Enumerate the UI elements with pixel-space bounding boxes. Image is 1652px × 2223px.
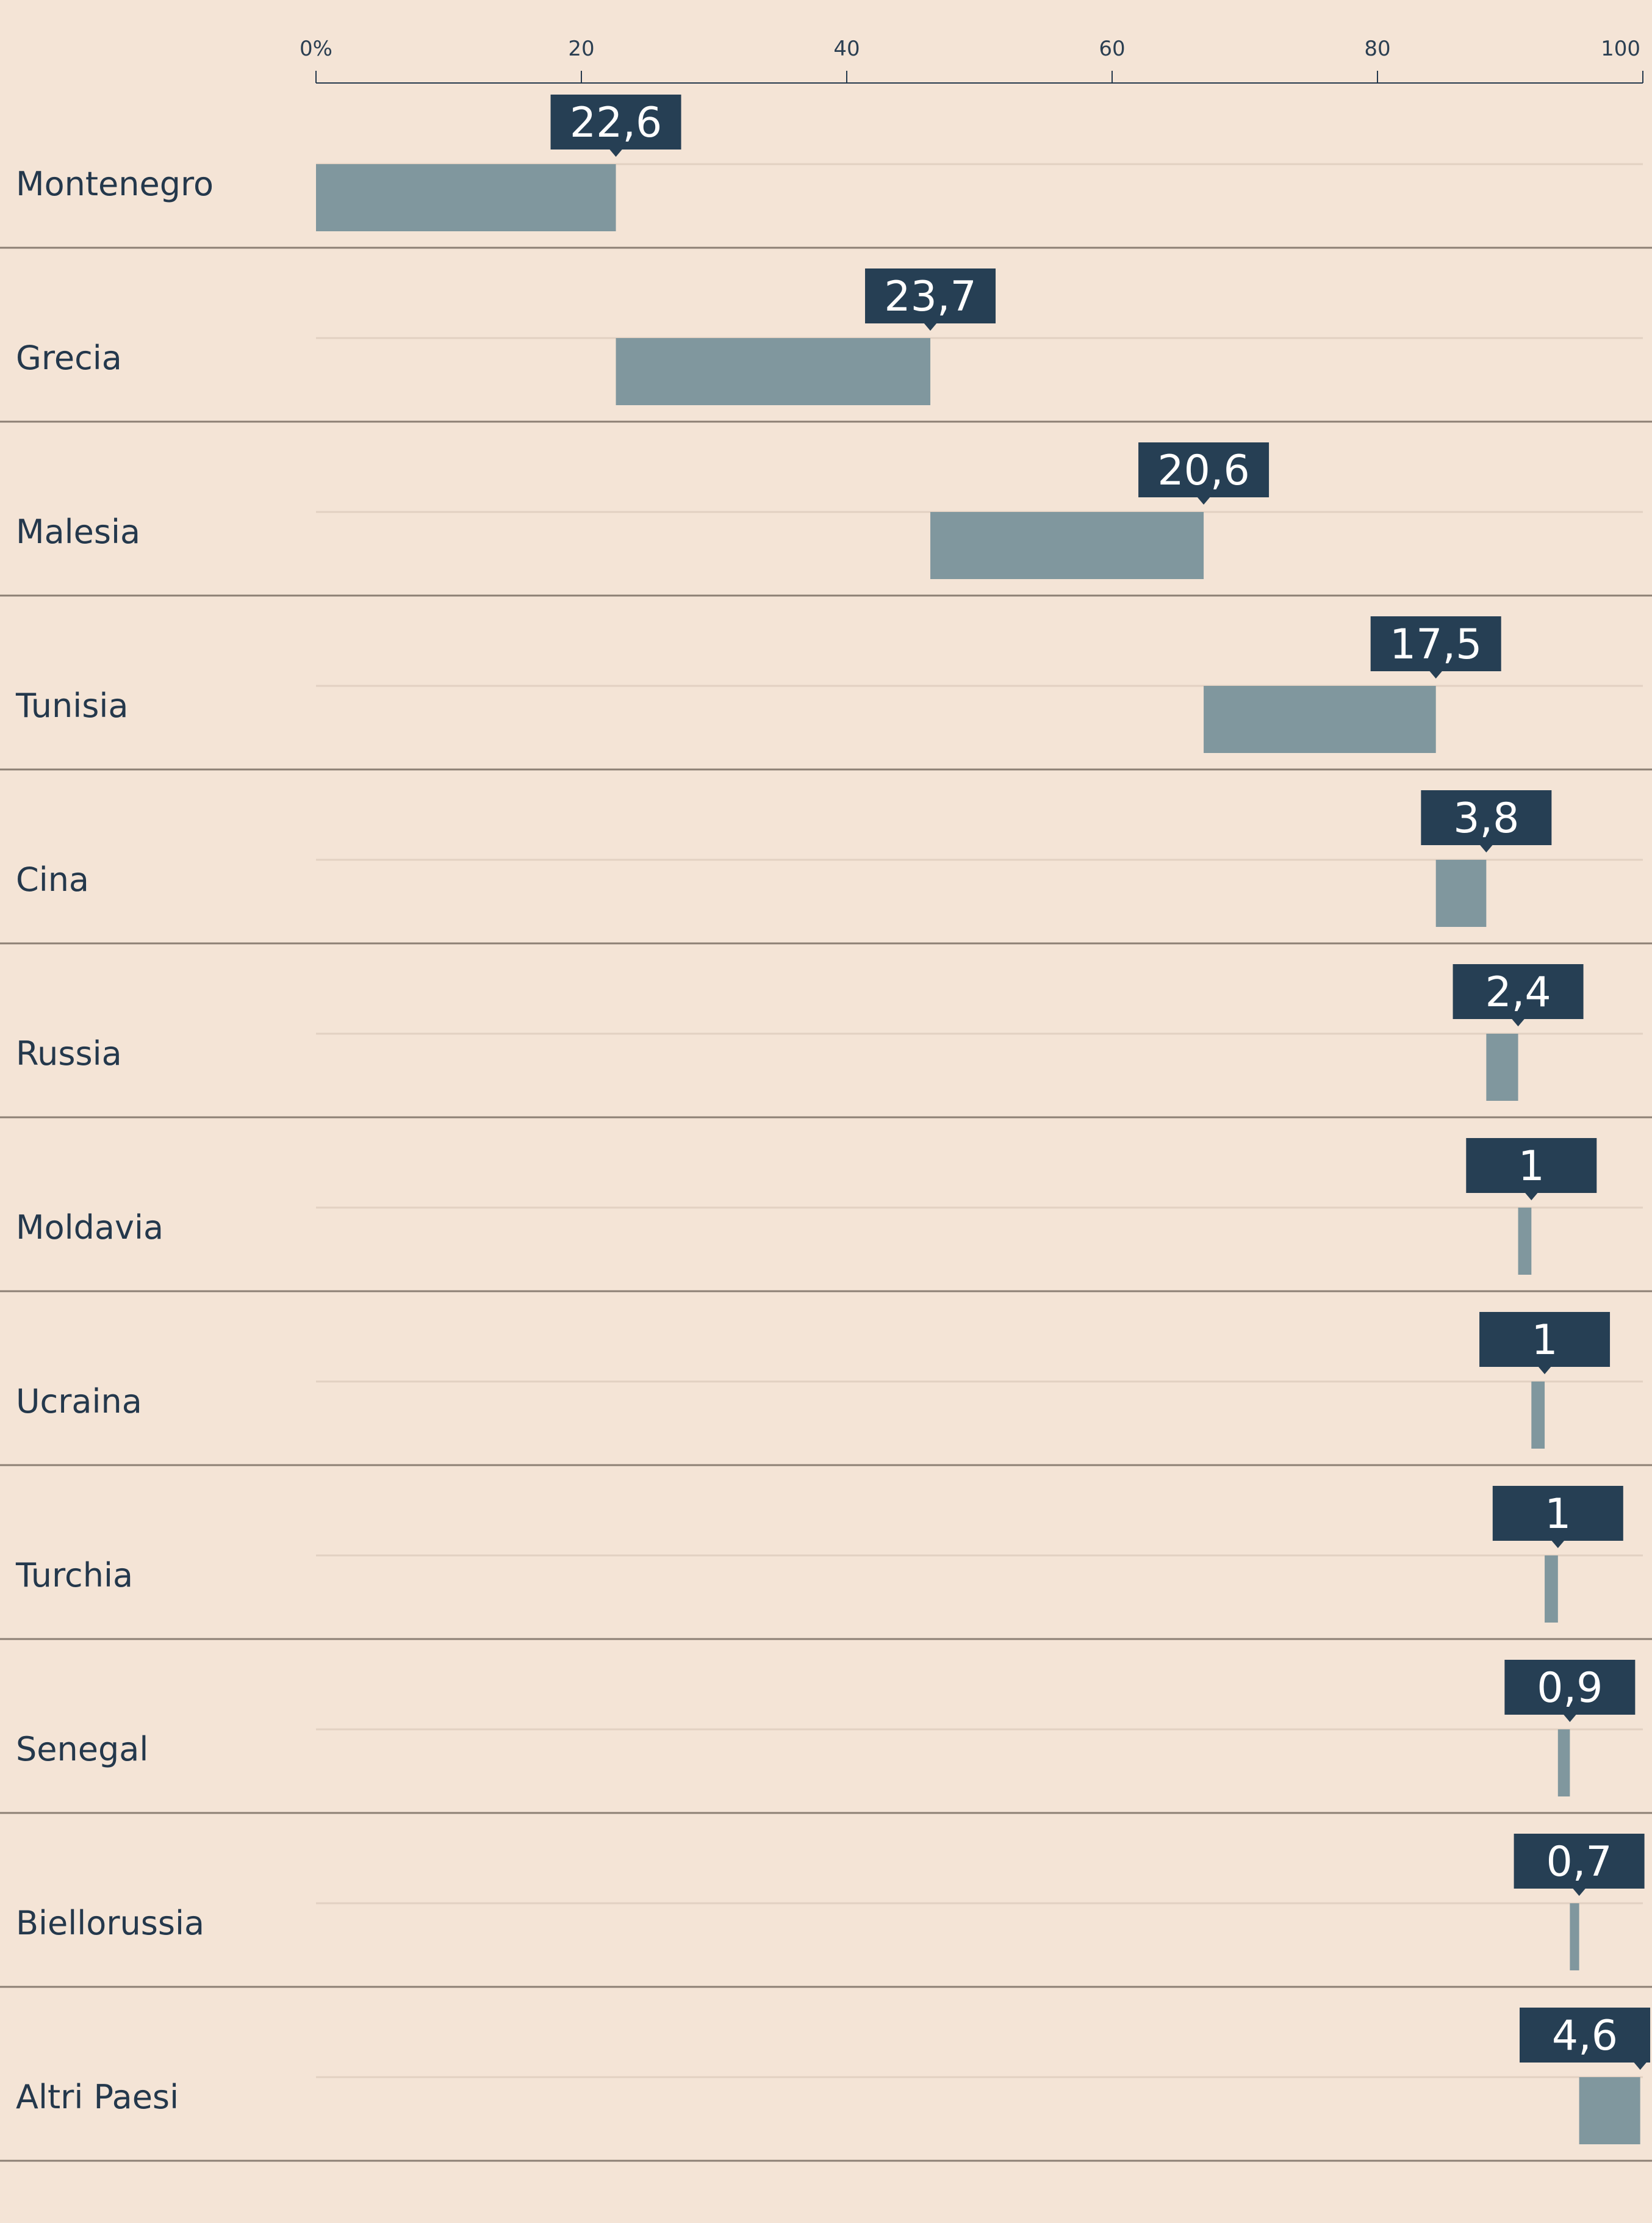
bar (930, 512, 1204, 579)
chart-row: 0,7 Biellorussia (0, 1834, 1652, 1988)
chart-row: 4,6 Altri Paesi (0, 2008, 1652, 2162)
category-label: Senegal (16, 1730, 148, 1768)
bar (1545, 1555, 1558, 1623)
category-label: Cina (16, 860, 89, 899)
data-label: 17,5 (1390, 621, 1482, 669)
bar (316, 164, 616, 231)
chart-row: 23,7 Grecia (0, 268, 1652, 423)
data-label: 3,8 (1453, 794, 1519, 843)
x-tick-label: 100 (1601, 37, 1640, 61)
bar (1557, 1729, 1570, 1796)
chart-row: 2,4 Russia (0, 964, 1652, 1119)
x-tick-label: 60 (1099, 37, 1125, 61)
value-label-box (1453, 964, 1584, 1019)
chart-row: 1 Turchia (0, 1486, 1652, 1640)
category-label: Malesia (16, 513, 140, 551)
value-label-box (1421, 790, 1552, 845)
bar (1531, 1382, 1545, 1449)
bar (1570, 1903, 1579, 1970)
chart-row: 22,6 Montenegro (0, 95, 1652, 249)
x-tick-label: 0% (300, 37, 332, 61)
value-label-pointer (1479, 845, 1493, 852)
chart-row: 0,9 Senegal (0, 1660, 1652, 1814)
value-label-pointer (1525, 1192, 1539, 1200)
category-label: Ucraina (16, 1382, 142, 1421)
data-label: 1 (1531, 1316, 1557, 1364)
chart-rows: 22,6 Montenegro 23,7 Grecia 20,6 Malesia 17,5 T… (0, 95, 1652, 2162)
chart-row: 1 Ucraina (0, 1312, 1652, 1466)
value-label-box (1492, 1486, 1623, 1541)
x-tick-label: 20 (568, 37, 594, 61)
data-label: 0,7 (1546, 1838, 1612, 1886)
category-label: Grecia (16, 339, 122, 377)
value-label-pointer (924, 323, 938, 331)
value-label-box (1479, 1312, 1611, 1367)
bar (1486, 1034, 1518, 1101)
category-label: Biellorussia (16, 1904, 204, 1942)
value-label-pointer (1197, 497, 1211, 505)
value-label-pointer (609, 149, 623, 157)
data-label: 4,6 (1552, 2012, 1618, 2060)
chart-row: 3,8 Cina (0, 790, 1652, 945)
data-label: 1 (1518, 1142, 1545, 1191)
chart-row: 17,5 Tunisia (0, 616, 1652, 771)
category-label: Montenegro (16, 165, 214, 203)
value-label-pointer (1538, 1366, 1552, 1374)
data-label: 22,6 (570, 99, 662, 147)
x-axis: 0% 20 40 60 80 100 (300, 37, 1643, 84)
value-label-pointer (1551, 1540, 1565, 1548)
value-label-box (1514, 1834, 1645, 1889)
value-label-pointer (1572, 1888, 1586, 1896)
category-label: Turchia (15, 1556, 133, 1594)
bar (1518, 1208, 1532, 1275)
value-label-box (1520, 2008, 1650, 2063)
chart-row: 1 Moldavia (0, 1138, 1652, 1292)
x-tick-label: 80 (1364, 37, 1390, 61)
value-label-box (1370, 616, 1501, 671)
value-label-box (865, 268, 996, 323)
value-label-pointer (1633, 2062, 1647, 2070)
value-label-pointer (1429, 671, 1443, 679)
value-label-box (1138, 442, 1270, 497)
data-label: 2,4 (1485, 968, 1551, 1017)
bar (1204, 686, 1436, 753)
value-label-box (1504, 1660, 1636, 1715)
chart-row: 20,6 Malesia (0, 442, 1652, 597)
value-label-pointer (1563, 1714, 1577, 1722)
data-label: 23,7 (884, 273, 976, 321)
category-label: Tunisia (15, 686, 128, 725)
data-label: 1 (1545, 1490, 1571, 1538)
category-label: Russia (16, 1034, 122, 1073)
x-tick-label: 40 (833, 37, 860, 61)
category-label: Altri Paesi (16, 2078, 179, 2116)
value-label-box (550, 95, 681, 150)
value-label-box (1466, 1138, 1597, 1193)
category-label: Moldavia (16, 1208, 163, 1247)
bar (1435, 860, 1487, 927)
bar (616, 338, 931, 405)
bar (1579, 2077, 1640, 2144)
value-label-pointer (1511, 1018, 1525, 1026)
data-label: 0,9 (1537, 1664, 1603, 1712)
data-label: 20,6 (1157, 447, 1249, 495)
